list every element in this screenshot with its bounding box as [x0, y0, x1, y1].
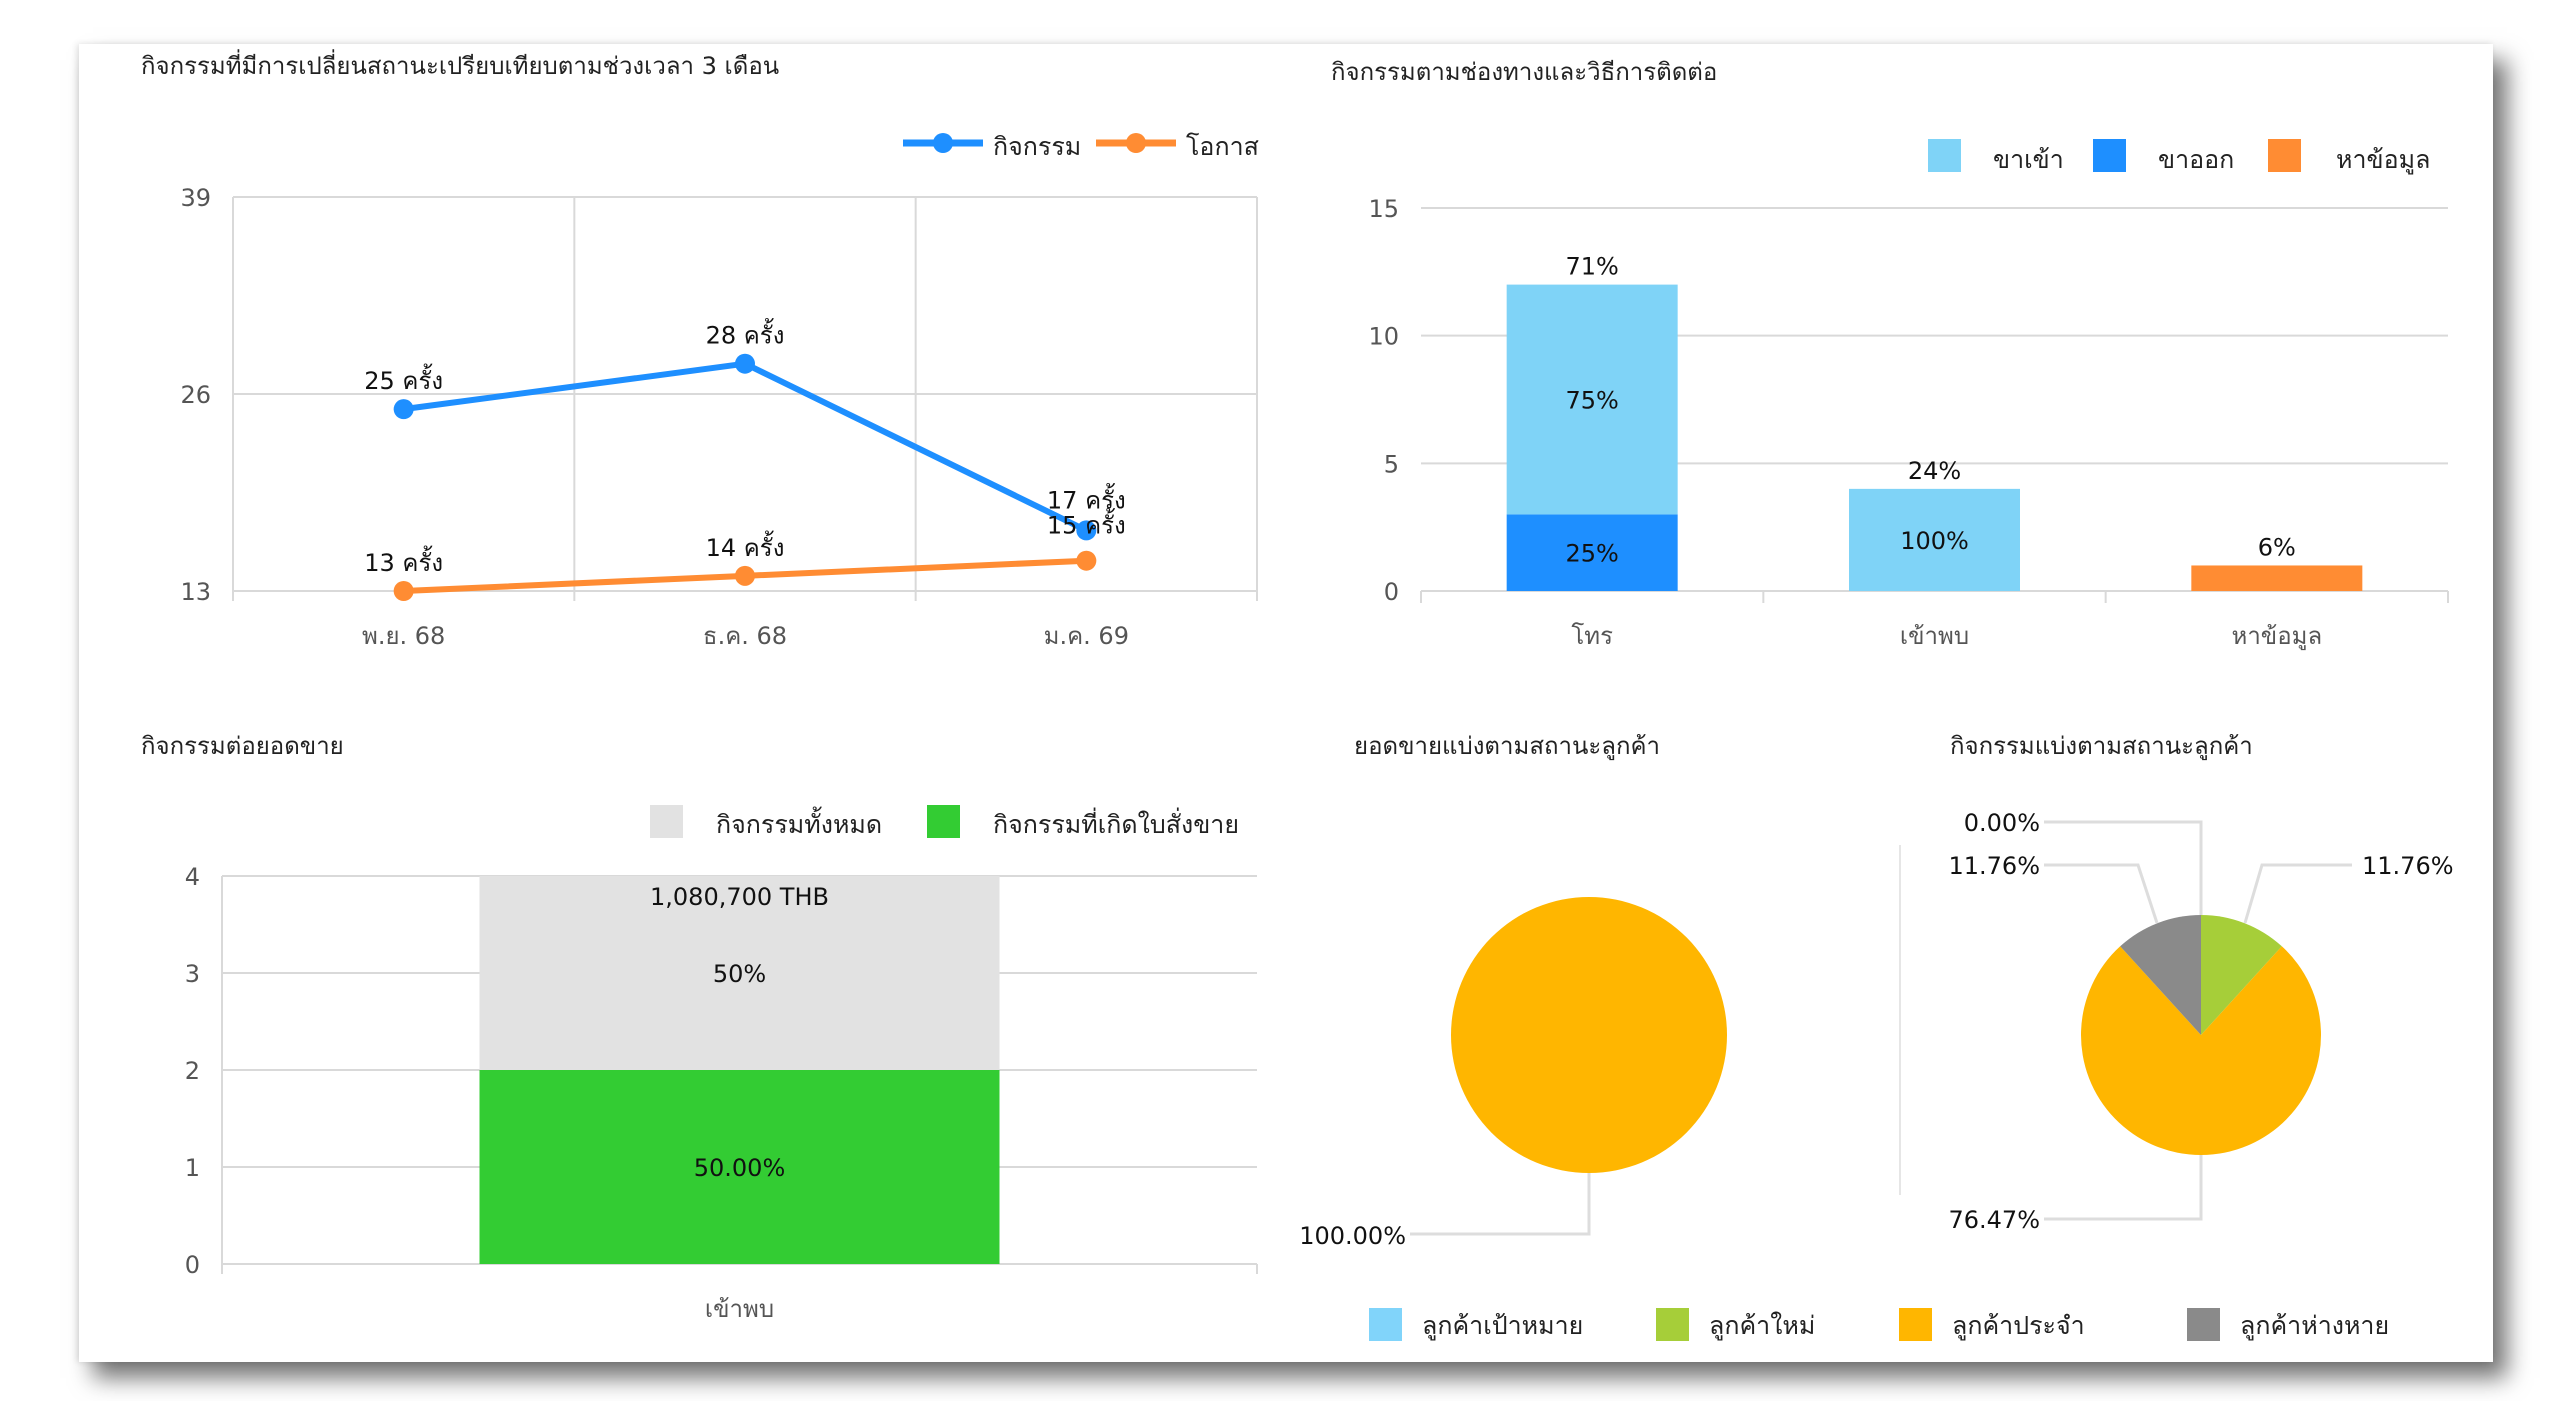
data-point [1076, 550, 1097, 571]
sales-activity-chart-title: กิจกรรมต่อยอดขาย [141, 732, 344, 760]
legend-swatch [650, 805, 683, 838]
line-chart-title: กิจกรรมที่มีการเปลี่ยนสถานะเปรียบเทียบตา… [141, 49, 779, 80]
bar-total-label: 6% [2258, 533, 2296, 561]
bar-segment [479, 876, 1000, 1070]
leader-line [2044, 1155, 2203, 1221]
data-label: 28 ครั้ง [706, 318, 785, 350]
data-point [393, 399, 414, 420]
series-line-1 [403, 360, 1088, 534]
x-tick-label: เข้าพบ [1900, 622, 1969, 650]
leader-line [1410, 1173, 1591, 1236]
bar-segment [1506, 284, 1678, 515]
legend-marker [1126, 133, 1146, 153]
x-tick-label: ธ.ค. 68 [703, 622, 787, 650]
y-tick-label: 1 [185, 1154, 200, 1182]
x-tick-label: เข้าพบ [705, 1295, 774, 1323]
leader-line [2243, 863, 2352, 924]
legend-label: กิจกรรม [993, 132, 1081, 161]
bar-segment [2191, 565, 2363, 591]
legend-swatch [2187, 1308, 2220, 1341]
x-tick-label: ม.ค. 69 [1044, 622, 1129, 650]
pie-slice [2120, 915, 2201, 1035]
pie-label: 76.47% [1948, 1206, 2040, 1234]
y-tick-label: 15 [1368, 195, 1399, 223]
sales-pie-title: ยอดขายแบ่งตามสถานะลูกค้า [1354, 732, 1660, 761]
bar-segment-label: 25% [1565, 540, 1618, 568]
data-label: 14 ครั้ง [706, 530, 785, 562]
pie-slice [2081, 946, 2321, 1156]
data-point [735, 565, 755, 586]
legend-label: โอกาส [1186, 132, 1259, 161]
legend-swatch [927, 805, 960, 838]
legend-label: ลูกค้าใหม่ [1709, 1311, 1815, 1341]
legend-label: ขาเข้า [1993, 145, 2064, 174]
leader-line [2044, 863, 2159, 924]
bar-segment-label: 50% [713, 960, 766, 988]
y-tick-label: 4 [185, 863, 200, 891]
bar-total-label: 24% [1908, 457, 1961, 485]
data-label: 13 ครั้ง [364, 545, 443, 577]
data-point [735, 353, 755, 374]
bar-segment-label: 50.00% [694, 1154, 786, 1182]
y-tick-label: 10 [1368, 323, 1399, 351]
bar-segment [1849, 488, 2020, 591]
bar-segment-label: 100% [1900, 527, 1969, 555]
bar-total-label: 71% [1565, 253, 1618, 281]
legend-label: ขาออก [2158, 145, 2234, 174]
y-tick-label: 3 [185, 960, 200, 988]
x-tick-label: หาข้อมูล [2232, 622, 2323, 651]
legend-label: ลูกค้าเป้าหมาย [1422, 1311, 1583, 1341]
bar-segment [479, 1070, 1000, 1264]
bar-segment [1506, 514, 1678, 591]
bar-segment-label: 75% [1565, 387, 1618, 415]
pie-label: 11.76% [2362, 852, 2454, 880]
pie-slice [1451, 897, 1727, 1173]
legend-swatch [1928, 139, 1961, 172]
legend-swatch [1899, 1308, 1932, 1341]
legend-label: ลูกค้าห่างหาย [2240, 1311, 2389, 1341]
data-point [393, 581, 414, 601]
pie-slice [2201, 915, 2282, 1035]
pie-label: 11.76% [1948, 852, 2040, 880]
y-tick-label: 26 [180, 381, 211, 409]
y-tick-label: 0 [1384, 578, 1399, 606]
channel-chart-title: กิจกรรมตามช่องทางและวิธีการติดต่อ [1331, 58, 1717, 86]
y-tick-label: 2 [185, 1057, 200, 1085]
legend-label: หาข้อมูล [2336, 145, 2430, 175]
activity-pie-title: กิจกรรมแบ่งตามสถานะลูกค้า [1950, 732, 2253, 761]
y-tick-label: 39 [180, 184, 211, 212]
data-label: 17 ครั้ง [1047, 482, 1126, 514]
data-point [1076, 520, 1097, 541]
pie-label: 100.00% [1299, 1222, 1406, 1250]
bar-total-label: 1,080,700 THB [650, 883, 829, 911]
data-label: 15 ครั้ง [1047, 508, 1126, 540]
legend-swatch [2093, 139, 2126, 172]
legend-marker [933, 133, 953, 153]
legend-label: กิจกรรมที่เกิดใบสั่งขาย [993, 807, 1239, 839]
y-tick-label: 0 [185, 1251, 200, 1279]
pie-label: 0.00% [1964, 809, 2040, 837]
x-tick-label: โทร [1571, 622, 1613, 650]
legend-label: กิจกรรมทั้งหมด [716, 806, 882, 839]
legend-swatch [1656, 1308, 1689, 1341]
legend-swatch [2268, 139, 2301, 172]
data-label: 25 ครั้ง [364, 363, 443, 395]
legend-label: ลูกค้าประจำ [1952, 1311, 2085, 1341]
legend-swatch [1369, 1308, 1402, 1341]
y-tick-label: 5 [1384, 450, 1399, 478]
x-tick-label: พ.ย. 68 [362, 622, 445, 650]
leader-line [2044, 820, 2203, 915]
y-tick-label: 13 [180, 578, 211, 606]
